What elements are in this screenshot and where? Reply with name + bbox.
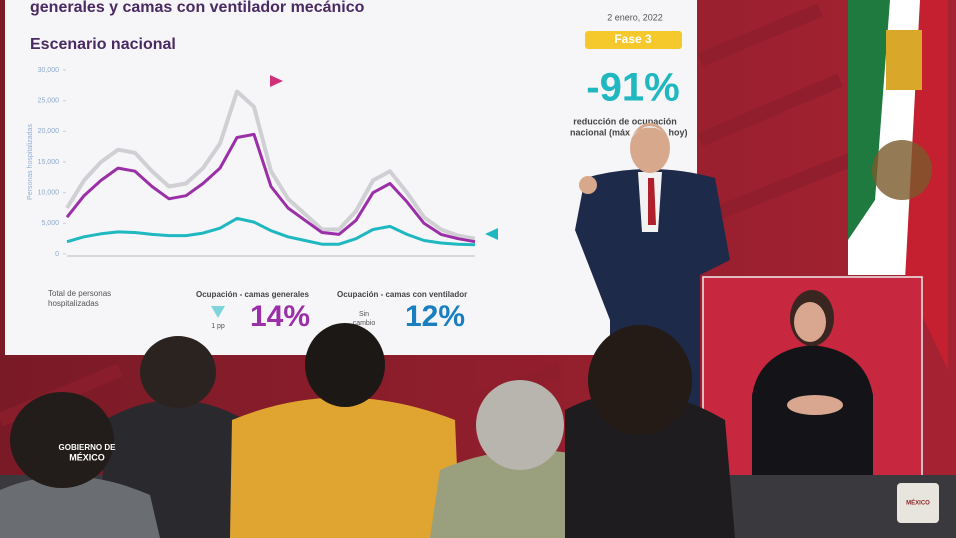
vent-change: Sin — [359, 311, 369, 318]
footer-label: Ocupación - camas con ventilador — [337, 290, 467, 299]
screen — [5, 0, 697, 355]
phase-badge — [585, 31, 682, 49]
footer-label: Total de personas — [48, 289, 111, 298]
general-change: 1 pp — [211, 323, 225, 330]
slide-subtitle: Escenario nacional — [30, 36, 176, 53]
summary-line: reducción de ocupación — [573, 116, 677, 126]
summary-value: -91% — [586, 66, 679, 110]
line-series — [65, 132, 476, 244]
marker — [485, 228, 498, 240]
line-series — [66, 216, 476, 247]
interpreter — [752, 290, 873, 477]
corner-logo — [897, 483, 939, 523]
logo-text: GOBIERNO DE — [59, 443, 117, 452]
line-series — [65, 89, 476, 241]
corner-logo-text: MÉXICO — [906, 499, 930, 507]
slide-title: generales y camas con ventilador mecánic… — [30, 0, 365, 16]
y-tick-label: 15,000 — [38, 159, 60, 166]
footer-label: hospitalizadas — [48, 299, 99, 308]
audience — [0, 323, 956, 538]
y-tick-label: 25,000 — [38, 98, 60, 105]
y-tick-label: 0 — [55, 251, 59, 258]
summary-line: nacional (máx — [570, 127, 630, 137]
y-tick-label: 20,000 — [38, 128, 60, 135]
y-tick-label: 10,000 — [38, 190, 60, 197]
y-tick-label: 30,000 — [38, 67, 60, 74]
marker — [270, 75, 283, 87]
logo-text: MÉXICO — [69, 452, 105, 462]
vent-change: cambio — [353, 320, 376, 327]
slide-date: 2 enero, 2022 — [607, 12, 663, 22]
vent-value: 12% — [405, 300, 465, 333]
chart: 0 5,000 10,000 15,000 20,000 25,000 30,000 — [38, 67, 476, 258]
general-value: 14% — [250, 300, 310, 333]
summary-line: hoy) — [669, 127, 688, 137]
footer-label: Ocupación - camas generales — [196, 290, 309, 299]
y-axis-label: Personas hospitalizadas — [27, 124, 34, 200]
y-tick-label: 5,000 — [41, 220, 59, 227]
down-arrow — [211, 306, 225, 318]
phase-text: Fase 3 — [614, 32, 652, 46]
